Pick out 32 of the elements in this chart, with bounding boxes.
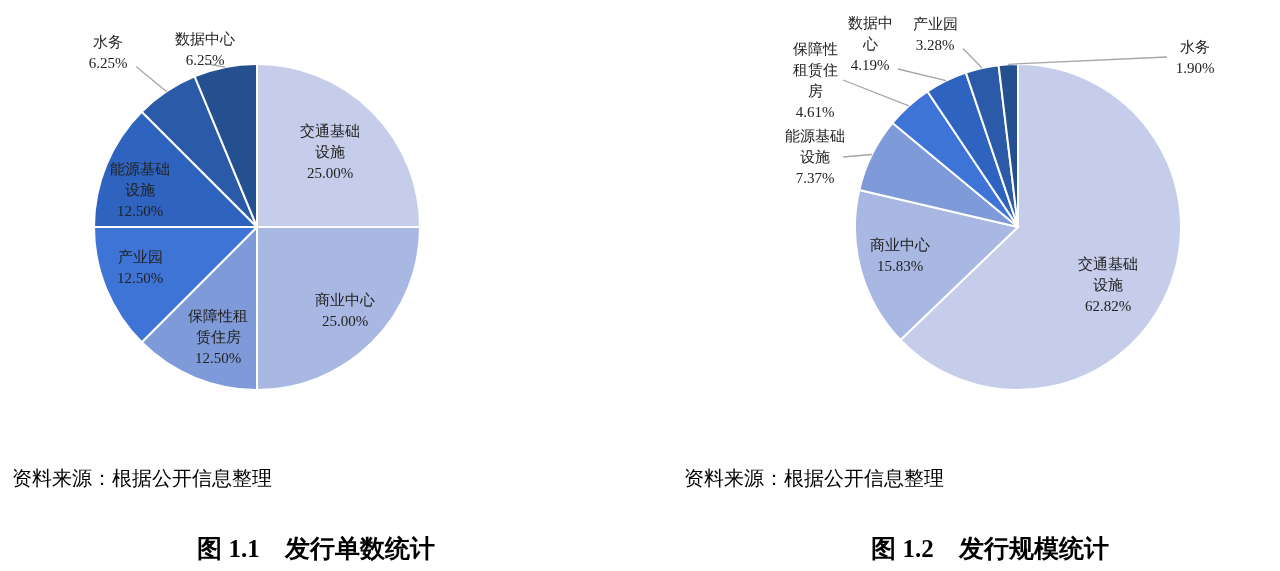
text: 图 1.1 发行单数统计: [197, 535, 435, 562]
slice-label: 数据中心: [175, 30, 235, 47]
slice-label: 交通基础设施: [300, 123, 360, 160]
data-label: 4.61%: [795, 103, 835, 120]
data-label: 7.37%: [795, 170, 835, 186]
data-label: 12.50%: [116, 269, 164, 286]
data-label: 1.90%: [1175, 59, 1215, 76]
data-label: 12.50%: [194, 350, 242, 366]
slice-label: 数据中心: [847, 15, 893, 52]
data-label: 15.83%: [876, 257, 924, 274]
text: 资料来源：根据公开信息整理: [684, 467, 944, 489]
data-label: 4.19%: [850, 57, 890, 73]
slice-label: 能源基础设施: [785, 128, 845, 165]
data-label: 12.50%: [116, 203, 164, 219]
slice-label: 能源基础设施: [110, 161, 170, 198]
slice-label: 产业园: [117, 248, 163, 265]
data-label: 25.00%: [306, 165, 354, 181]
text: 资料来源：根据公开信息整理: [12, 467, 272, 489]
data-label: 3.28%: [915, 36, 955, 53]
data-label: 25.00%: [321, 312, 369, 329]
slice-label: 产业园: [912, 15, 958, 32]
slice-label: 商业中心: [315, 291, 375, 308]
data-label: 6.25%: [88, 54, 128, 71]
data-label: 62.82%: [1084, 298, 1132, 314]
slice-label: 水务: [1180, 38, 1210, 55]
slice-label: 交通基础设施: [1078, 256, 1138, 293]
data-label: 6.25%: [185, 51, 225, 68]
slice-label: 保障性租赁住房: [792, 40, 838, 99]
text: 图 1.2 发行规模统计: [871, 535, 1109, 562]
slice-label: 商业中心: [870, 236, 930, 253]
slice-label: 水务: [93, 33, 123, 50]
slice-label: 保障性租赁住房: [188, 308, 248, 345]
